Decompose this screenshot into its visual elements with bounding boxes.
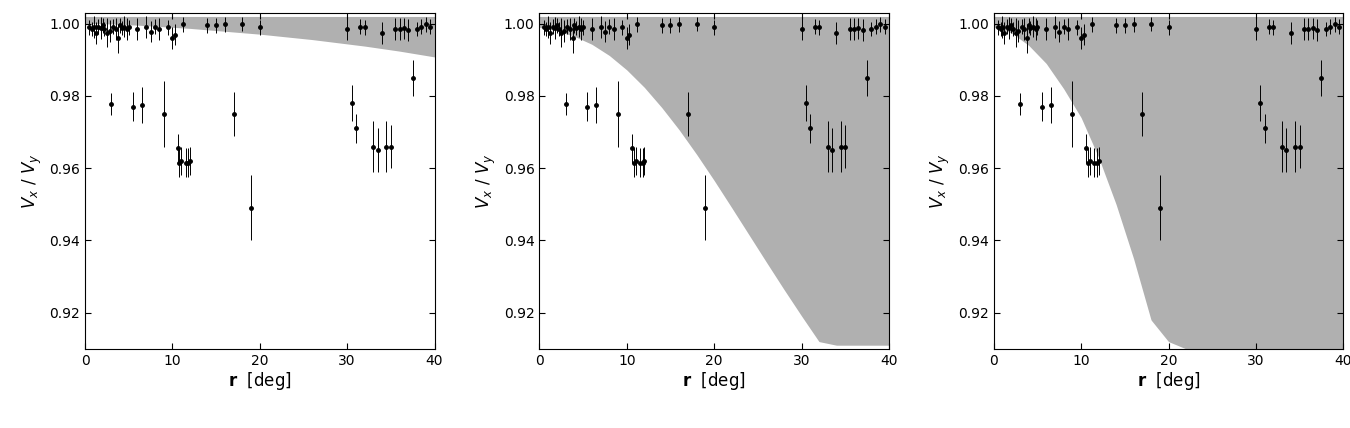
Y-axis label: $V_x\ /\ V_y$: $V_x\ /\ V_y$	[475, 153, 498, 208]
Y-axis label: $V_x\ /\ V_y$: $V_x\ /\ V_y$	[929, 153, 953, 208]
Y-axis label: $V_x\ /\ V_y$: $V_x\ /\ V_y$	[20, 153, 43, 208]
X-axis label: $\mathbf{r}$  [deg]: $\mathbf{r}$ [deg]	[1137, 371, 1200, 392]
X-axis label: $\mathbf{r}$  [deg]: $\mathbf{r}$ [deg]	[682, 371, 747, 392]
X-axis label: $\mathbf{r}$  [deg]: $\mathbf{r}$ [deg]	[228, 371, 292, 392]
